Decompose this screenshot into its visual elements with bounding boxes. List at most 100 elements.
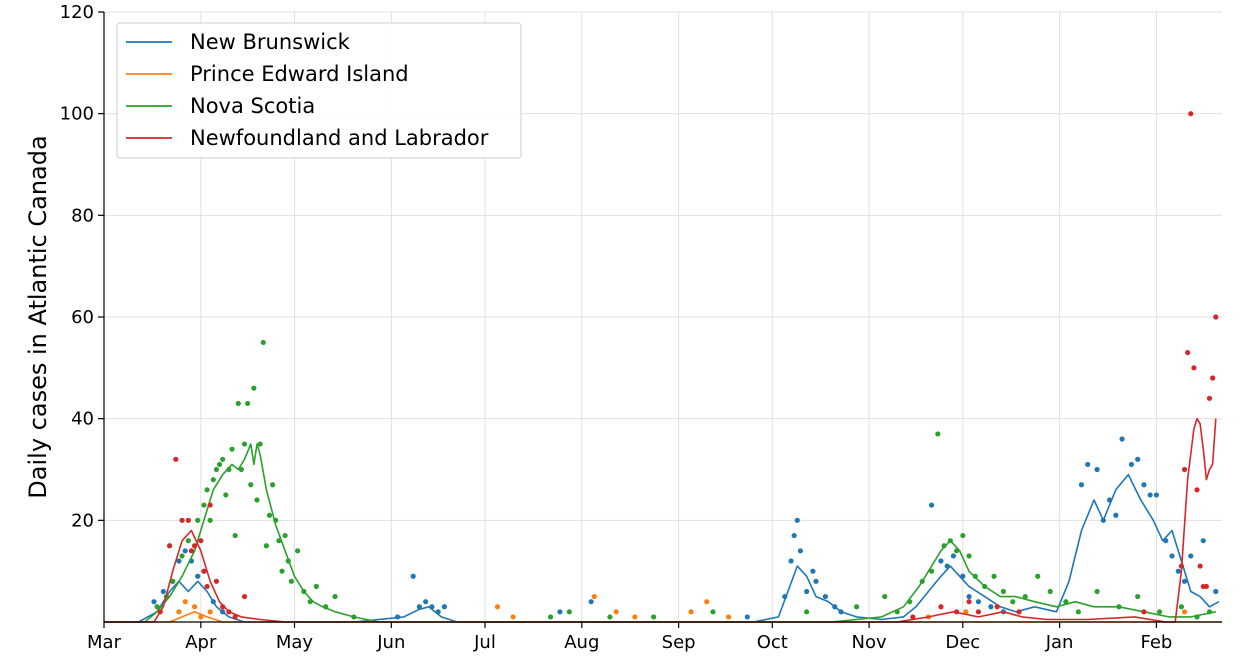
data-point — [295, 548, 301, 554]
legend-label: Newfoundland and Labrador — [190, 126, 489, 150]
data-point — [220, 456, 226, 462]
data-point — [185, 538, 191, 544]
data-point — [613, 609, 619, 615]
x-tick-label: Aug — [564, 632, 599, 653]
y-axis-title: Daily cases in Atlantic Canada — [24, 135, 52, 498]
x-tick-label: Mar — [87, 632, 122, 653]
data-point — [1169, 553, 1175, 559]
x-tick-label: May — [276, 632, 314, 653]
data-point — [966, 599, 972, 605]
data-point — [166, 543, 173, 549]
data-point — [1135, 456, 1141, 462]
data-point — [1175, 568, 1181, 574]
data-point — [1113, 512, 1119, 518]
data-point — [232, 532, 238, 539]
x-tick-label: Jan — [1045, 632, 1074, 653]
data-point — [1010, 599, 1016, 605]
data-point — [1181, 609, 1188, 615]
y-tick-label: 80 — [71, 205, 94, 226]
data-point — [1128, 461, 1135, 468]
data-point — [288, 578, 294, 584]
data-point — [994, 604, 1000, 610]
data-point — [213, 466, 220, 473]
data-point — [201, 502, 207, 508]
data-point — [810, 568, 816, 574]
data-point — [216, 461, 223, 468]
y-ticks: 20 40 60 80 100 120 — [60, 2, 104, 531]
data-point — [710, 609, 716, 615]
data-point — [223, 492, 229, 498]
data-point — [235, 400, 241, 407]
data-point — [210, 477, 216, 483]
data-point — [179, 553, 185, 559]
data-point — [1203, 583, 1209, 590]
data-point — [1119, 436, 1125, 442]
data-point — [251, 385, 257, 391]
data-point — [195, 573, 201, 579]
data-point — [566, 609, 572, 615]
data-point — [1213, 588, 1219, 595]
series-line — [104, 443, 1216, 623]
data-point — [1188, 553, 1194, 559]
data-point — [966, 553, 972, 559]
data-point — [788, 558, 794, 564]
data-point — [632, 614, 638, 620]
data-point — [882, 593, 888, 600]
data-point — [591, 593, 597, 600]
data-point — [207, 609, 213, 615]
data-point — [204, 583, 210, 590]
y-tick-label: 120 — [60, 2, 94, 23]
data-point — [607, 614, 613, 620]
data-point — [791, 532, 797, 539]
data-point — [263, 543, 269, 549]
data-point — [1016, 609, 1022, 615]
data-point — [1075, 609, 1081, 615]
data-point — [813, 578, 819, 584]
data-point — [938, 604, 944, 610]
data-point — [170, 578, 176, 584]
data-point — [254, 497, 260, 503]
data-point — [238, 466, 245, 473]
data-point — [441, 604, 447, 610]
data-point — [182, 599, 188, 605]
series-line — [104, 473, 1220, 623]
data-point — [688, 609, 694, 615]
data-point — [416, 604, 423, 610]
data-point — [1194, 487, 1200, 493]
data-point — [188, 548, 195, 554]
data-point — [229, 446, 235, 452]
x-tick-label: Nov — [852, 632, 887, 653]
data-point — [257, 441, 263, 447]
series-newfoundland-and-labrador — [104, 111, 1219, 623]
data-point — [1181, 466, 1188, 473]
data-point — [1094, 588, 1100, 595]
y-tick-label: 20 — [71, 510, 94, 531]
data-point — [822, 593, 828, 600]
data-point — [410, 573, 416, 579]
data-point — [1047, 588, 1053, 595]
data-point — [704, 599, 710, 605]
data-point — [195, 517, 201, 523]
data-point — [1141, 609, 1147, 615]
y-tick-label: 40 — [71, 409, 94, 430]
data-point — [1206, 395, 1213, 401]
data-point — [991, 573, 997, 579]
legend-label: New Brunswick — [190, 30, 351, 54]
data-point — [1035, 573, 1041, 579]
data-point — [1210, 375, 1216, 381]
data-point — [928, 568, 935, 574]
series-layer — [104, 111, 1222, 623]
x-tick-label: Oct — [757, 632, 788, 653]
data-point — [1191, 365, 1197, 371]
data-point — [279, 568, 285, 574]
x-tick-label: Apr — [185, 632, 217, 653]
data-point — [332, 593, 338, 600]
legend-label: Nova Scotia — [190, 94, 315, 118]
data-point — [1200, 538, 1206, 544]
data-point — [975, 609, 982, 615]
data-point — [260, 339, 266, 346]
x-ticks: Mar Apr May Jun Jul Aug Sep Oct Nov Dec Jan Feb — [87, 622, 1172, 653]
data-point — [1135, 593, 1141, 600]
data-point — [248, 482, 254, 488]
